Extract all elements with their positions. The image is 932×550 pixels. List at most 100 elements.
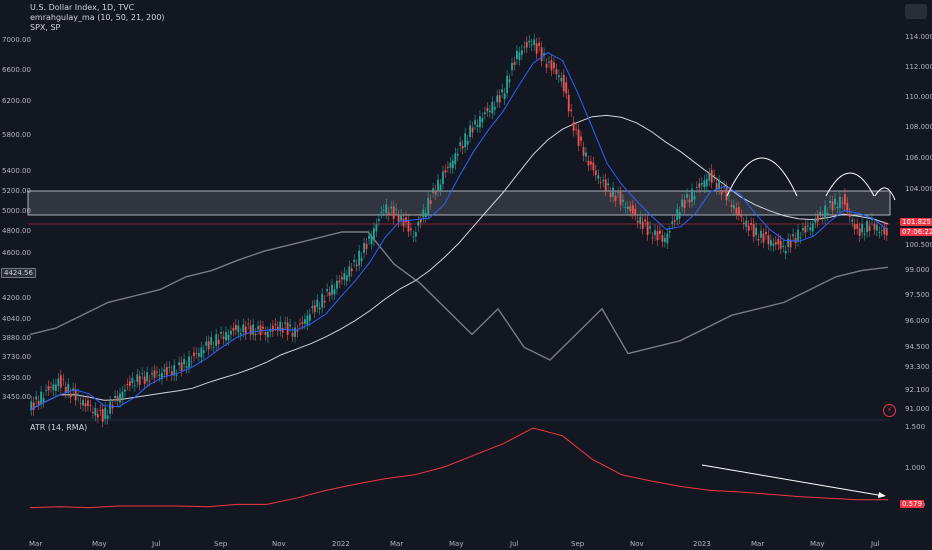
candle-body — [385, 204, 388, 214]
candle-body — [54, 384, 57, 391]
candle-body — [417, 221, 420, 226]
candle-body — [338, 280, 341, 283]
candle-body — [752, 223, 755, 237]
candle-body — [715, 183, 718, 189]
candle-body — [405, 217, 407, 223]
candle-body — [52, 384, 55, 391]
candle-body — [769, 240, 772, 246]
left-axis-tick: 5800.00 — [2, 131, 31, 139]
x-axis-tick: 2022 — [332, 540, 350, 548]
left-axis-tick: 5200.00 — [2, 187, 31, 195]
candle-body — [158, 374, 161, 377]
candle-body — [437, 179, 439, 192]
candle-body — [328, 292, 331, 296]
candle-body — [141, 373, 144, 374]
candle-body — [412, 236, 415, 238]
candle-body — [821, 216, 824, 218]
candle-body — [37, 401, 40, 405]
candle-body — [331, 284, 333, 295]
candle-body — [851, 219, 854, 222]
candle-body — [99, 410, 102, 411]
flash-icon[interactable]: ⚡ — [883, 404, 896, 417]
candle-body — [607, 183, 610, 186]
candle-body — [126, 384, 129, 385]
spx-line — [29, 231, 889, 361]
candle-body — [294, 327, 296, 337]
indicator-title[interactable]: emrahgulay_ma (10, 50, 21, 200) — [30, 13, 165, 22]
symbol-title[interactable]: U.S. Dollar Index, 1D, TVC — [30, 3, 135, 12]
candle-body — [641, 221, 644, 229]
candle-body — [239, 333, 242, 335]
candle-body — [138, 376, 141, 385]
candle-body — [286, 322, 289, 335]
resistance-zone[interactable] — [27, 190, 891, 216]
candle-body — [471, 127, 474, 133]
left-axis-tick: 5000.00 — [2, 207, 31, 215]
candle-body — [267, 331, 269, 338]
candle-body — [67, 383, 70, 393]
candle-body — [587, 161, 590, 166]
left-axis-tick: 4600.00 — [2, 249, 31, 257]
candle-body — [244, 326, 247, 335]
right-axis-tick: 91.000 — [905, 405, 930, 413]
candle-body — [237, 325, 240, 333]
candle-body — [47, 386, 50, 391]
candle-body — [311, 306, 314, 309]
x-axis-tick: Sep — [571, 540, 585, 548]
candle-body — [545, 63, 548, 68]
candle-body — [345, 275, 348, 281]
candle-body — [826, 213, 829, 216]
candle-body — [247, 323, 250, 325]
candle-body — [649, 226, 651, 229]
candle-body — [368, 235, 370, 239]
candle-body — [397, 215, 400, 222]
candle-body — [829, 200, 831, 204]
candle-body — [848, 213, 851, 217]
compare-title[interactable]: SPX, SP — [30, 23, 61, 32]
candle-body — [74, 389, 77, 401]
candle-body — [762, 233, 765, 243]
candle-body — [856, 224, 859, 229]
candle-body — [456, 153, 459, 156]
candle-body — [671, 221, 674, 224]
candle-body — [200, 347, 203, 358]
atr-line — [29, 427, 888, 509]
candle-body — [555, 69, 558, 75]
candle-body — [402, 218, 405, 227]
candle-body — [873, 224, 876, 230]
top-right-button[interactable] — [905, 4, 927, 19]
candle-body — [799, 237, 802, 239]
left-axis-tick: 3590.00 — [2, 374, 31, 382]
candle-body — [804, 225, 807, 233]
arrow-head — [878, 492, 886, 498]
arc-right-shoulder[interactable] — [874, 187, 896, 201]
arc-left-shoulder[interactable] — [726, 157, 798, 197]
candle-body — [876, 224, 878, 231]
candle-body — [429, 200, 432, 205]
candle-body — [691, 189, 693, 202]
candle-body — [301, 321, 304, 324]
candle-body — [661, 235, 664, 242]
candle-body — [819, 212, 822, 215]
candle-body — [673, 220, 676, 222]
x-axis-tick: Jul — [871, 540, 880, 548]
trend-arrow[interactable] — [701, 464, 885, 497]
candle-body — [802, 228, 804, 231]
candle-body — [779, 240, 782, 249]
arc-head[interactable] — [825, 172, 875, 197]
candle-body — [498, 94, 501, 103]
candle-body — [553, 62, 555, 69]
atr-title[interactable]: ATR (14, RMA) — [30, 423, 88, 432]
candle-body — [491, 101, 494, 114]
candle-body — [846, 202, 849, 211]
legend: U.S. Dollar Index, 1D, TVC emrahgulay_ma… — [30, 3, 165, 33]
candle-body — [185, 366, 188, 368]
candle-body — [562, 74, 565, 92]
candle-body — [109, 401, 112, 414]
candle-body — [195, 353, 198, 354]
right-axis-tick: 114.000 — [905, 33, 932, 41]
candle-body — [824, 205, 827, 219]
candle-body — [520, 50, 523, 55]
candle-body — [839, 196, 841, 208]
